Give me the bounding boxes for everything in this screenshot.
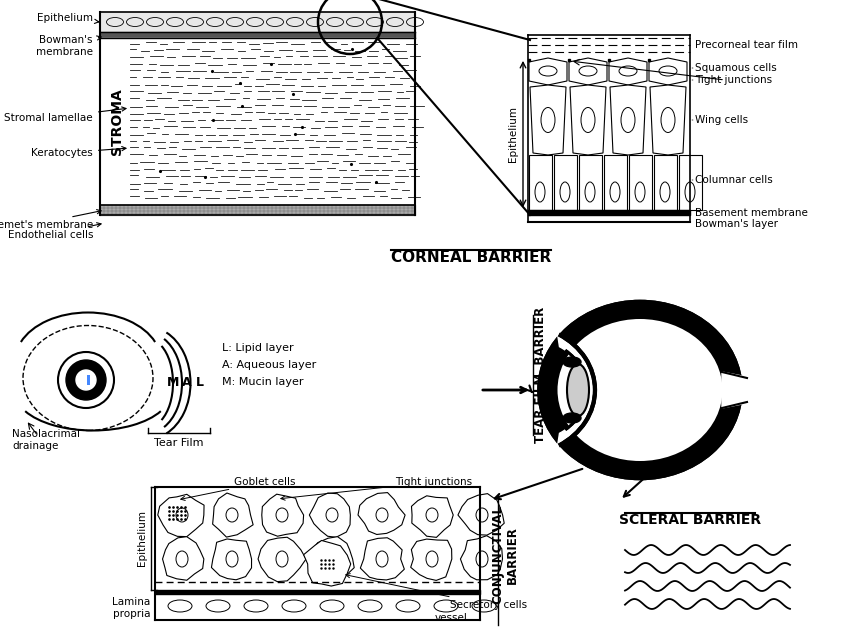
Text: Squamous cells: Squamous cells — [695, 63, 777, 73]
Text: L: L — [196, 376, 204, 390]
Polygon shape — [212, 539, 251, 580]
Text: Wing cells: Wing cells — [695, 115, 748, 125]
Text: Tight junctions: Tight junctions — [281, 477, 472, 500]
Text: Tear Film: Tear Film — [154, 438, 204, 448]
Polygon shape — [410, 539, 452, 580]
Polygon shape — [570, 85, 606, 155]
Polygon shape — [609, 58, 647, 85]
Polygon shape — [358, 493, 405, 534]
Ellipse shape — [558, 319, 722, 461]
Text: Columnar cells: Columnar cells — [695, 175, 772, 185]
Text: vessel: vessel — [435, 613, 468, 623]
Ellipse shape — [542, 305, 738, 475]
Polygon shape — [261, 494, 304, 536]
Text: CORNEAL BARRIER: CORNEAL BARRIER — [391, 250, 551, 265]
Polygon shape — [460, 535, 503, 580]
Bar — [529, 155, 552, 210]
Text: L: Lipid layer: L: Lipid layer — [222, 343, 294, 353]
Text: Stromal lamellae: Stromal lamellae — [4, 107, 126, 123]
Polygon shape — [650, 85, 686, 155]
Bar — [554, 155, 577, 210]
Circle shape — [66, 360, 106, 400]
Bar — [629, 155, 652, 210]
Text: M: Mucin layer: M: Mucin layer — [222, 377, 304, 387]
Circle shape — [76, 370, 96, 390]
Text: Epithelium: Epithelium — [37, 13, 99, 24]
Polygon shape — [304, 541, 351, 586]
Polygon shape — [162, 537, 204, 580]
Text: Tight junctions: Tight junctions — [695, 75, 772, 85]
Text: Nasolacrimal
drainage: Nasolacrimal drainage — [12, 429, 80, 450]
Text: M: M — [167, 376, 179, 390]
Polygon shape — [558, 334, 595, 446]
Ellipse shape — [563, 413, 581, 423]
Text: Bowman's layer: Bowman's layer — [695, 219, 778, 229]
Text: STROMA: STROMA — [110, 88, 124, 155]
Text: Endothelial cells: Endothelial cells — [8, 223, 101, 240]
Polygon shape — [458, 493, 504, 535]
Text: Bowman's
membrane: Bowman's membrane — [36, 35, 101, 57]
Polygon shape — [649, 58, 687, 85]
Text: Keratocytes: Keratocytes — [31, 146, 126, 158]
Circle shape — [58, 352, 114, 408]
Text: Epithelium: Epithelium — [508, 106, 518, 162]
Bar — [679, 155, 702, 210]
Polygon shape — [360, 538, 404, 580]
Text: Precorneal tear film: Precorneal tear film — [695, 40, 798, 50]
Text: Descemet's membrane: Descemet's membrane — [0, 210, 101, 230]
Bar — [604, 155, 627, 210]
Polygon shape — [610, 85, 646, 155]
Polygon shape — [411, 496, 453, 537]
Ellipse shape — [567, 364, 589, 416]
Bar — [87, 375, 90, 385]
Text: SCLERAL BARRIER: SCLERAL BARRIER — [619, 513, 761, 527]
Polygon shape — [530, 85, 566, 155]
Ellipse shape — [540, 302, 740, 477]
Polygon shape — [569, 58, 607, 85]
Polygon shape — [529, 58, 567, 85]
Text: Basement membrane: Basement membrane — [695, 208, 808, 218]
Text: Secretory cells: Secretory cells — [346, 574, 527, 610]
Bar — [579, 155, 602, 210]
Text: Lamina
propria: Lamina propria — [112, 597, 150, 619]
Polygon shape — [157, 495, 204, 537]
Text: TEAR FILM  BARRIER: TEAR FILM BARRIER — [534, 307, 547, 443]
Polygon shape — [212, 493, 253, 537]
Polygon shape — [310, 493, 350, 537]
Polygon shape — [308, 537, 354, 580]
Text: A: Aqueous layer: A: Aqueous layer — [222, 360, 316, 370]
Text: Epithelium: Epithelium — [137, 510, 147, 566]
Text: CONJUNCTIVAL
BARRIER: CONJUNCTIVAL BARRIER — [491, 505, 519, 604]
Ellipse shape — [563, 357, 581, 367]
Text: Goblet cells: Goblet cells — [181, 477, 296, 500]
Polygon shape — [722, 372, 752, 408]
Ellipse shape — [575, 330, 715, 450]
Bar — [654, 155, 677, 210]
Polygon shape — [258, 537, 306, 581]
Text: A: A — [182, 376, 192, 390]
